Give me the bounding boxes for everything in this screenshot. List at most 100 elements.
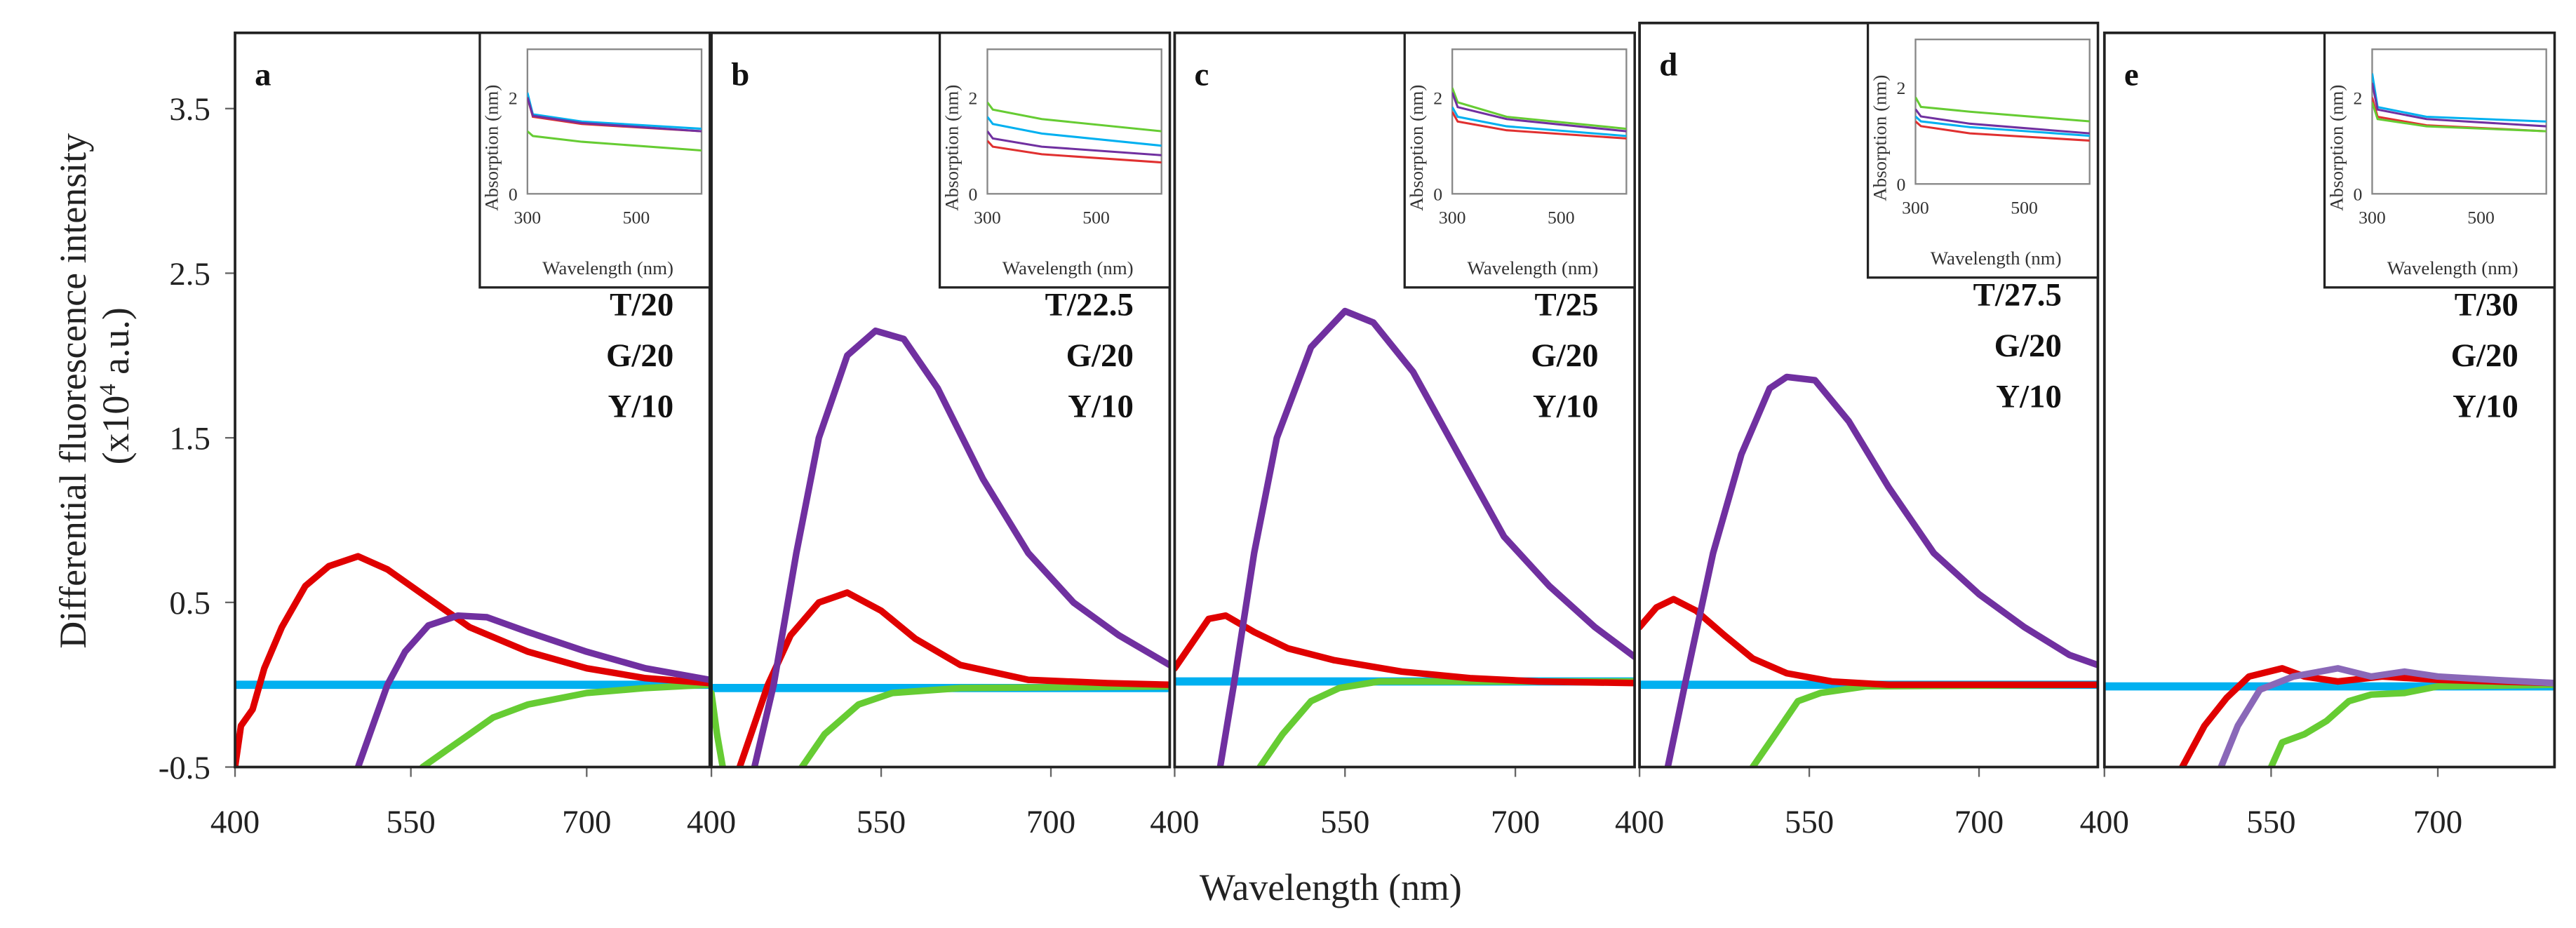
- x-tick-label: 700: [1491, 804, 1540, 840]
- inset-b: 300 500 0 2 Wavelength (nm) Absorption (nm): [938, 32, 1172, 289]
- inset-x-tick-label: 300: [974, 207, 1001, 227]
- x-axis-title: Wavelength (nm): [1200, 866, 1462, 908]
- series-group: [711, 327, 1170, 767]
- series-line-purple: [751, 327, 1170, 767]
- condition-label: Y/10: [2453, 389, 2518, 425]
- y-axis-ticks: 3.5 2.5 1.5 0.5 -0.5: [159, 91, 210, 786]
- x-tick-label: 550: [857, 804, 906, 840]
- inset-line-cyan: [987, 116, 1162, 147]
- inset-x-tick-label: 300: [1902, 197, 1929, 217]
- series-group: [1174, 307, 1635, 767]
- series-line-green: [419, 681, 710, 767]
- y-tick-label: 2.5: [169, 256, 210, 292]
- inset-y-title: Absorption (nm): [1406, 85, 1427, 211]
- inset-line-cyan: [2372, 73, 2547, 123]
- y-axis-unit-end: a.u.): [95, 307, 137, 384]
- x-tick-label: 400: [687, 804, 736, 840]
- x-tick-label: 400: [1150, 804, 1199, 840]
- condition-label: G/20: [2451, 337, 2518, 374]
- inset-y-tick-label: 2: [1897, 78, 1906, 98]
- x-tick-label: 400: [2080, 804, 2129, 840]
- inset-y-tick-label: 2: [969, 88, 978, 108]
- condition-label: Y/10: [608, 389, 674, 425]
- y-axis-title: Differential fluorescence intensity: [52, 133, 94, 649]
- inset-y-tick-label: 2: [509, 88, 518, 108]
- panel-label: e: [2124, 57, 2139, 93]
- inset-x-tick-label: 300: [514, 207, 542, 227]
- panel-frame: [234, 31, 711, 769]
- x-tick-label: 550: [2246, 804, 2295, 840]
- series-group: [235, 553, 710, 767]
- inset-line-purple: [1452, 92, 1627, 133]
- x-tick-label: 400: [1615, 804, 1664, 840]
- series-line-red: [235, 553, 710, 767]
- condition-label: G/20: [1994, 328, 2062, 364]
- y-axis-unit-sup: 4: [95, 384, 121, 395]
- condition-label: G/20: [1531, 337, 1598, 374]
- x-tick-label: 700: [1026, 804, 1075, 840]
- y-tick-label: 3.5: [169, 91, 210, 128]
- panel-b: 400 550 700 b T/22.5 G/20 Y/10 300 500 0 2 Waveleng…: [687, 31, 1172, 840]
- inset-y-tick-label: 2: [1433, 88, 1442, 108]
- inset-y-tick-label: 2: [2354, 88, 2363, 108]
- y-tick-label: 0.5: [169, 585, 210, 621]
- y-axis-unit: (x104 a.u.): [95, 307, 137, 464]
- y-tick-label: 1.5: [169, 421, 210, 457]
- inset-series-group: [1915, 96, 2090, 142]
- inset-x-tick-label: 300: [2359, 207, 2386, 227]
- inset-line-purple: [527, 97, 702, 133]
- panel-label: b: [731, 57, 749, 93]
- series-line-purple: [354, 612, 710, 767]
- series-line-red: [736, 589, 1170, 767]
- condition-label: Y/10: [1996, 379, 2062, 415]
- inset-a: 300 500 0 2 Wavelength (nm) Absorption (nm): [478, 32, 711, 289]
- inset-series-group: [527, 92, 702, 152]
- inset-series-group: [2372, 73, 2547, 133]
- inset-y-tick-label: 0: [1433, 184, 1442, 205]
- inset-line-green: [1452, 87, 1627, 130]
- inset-series-group: [987, 101, 1162, 164]
- x-tick-label: 700: [1954, 804, 2004, 840]
- condition-label: T/22.5: [1045, 287, 1134, 323]
- inset-line-red: [1452, 111, 1627, 140]
- series-line-green: [2267, 681, 2555, 767]
- inset-line-green: [527, 130, 702, 152]
- condition-label: G/20: [1066, 337, 1134, 374]
- inset-frame: [478, 32, 711, 289]
- inset-x-title: Wavelength (nm): [1002, 257, 1134, 278]
- inset-line-purple: [1915, 108, 2090, 135]
- inset-x-tick-label: 500: [2011, 197, 2038, 217]
- series-line-red: [1174, 612, 1635, 687]
- x-tick-label: 700: [2413, 804, 2462, 840]
- inset-axes: [986, 48, 1162, 195]
- inset-line-cyan: [1915, 115, 2090, 137]
- series-line-red: [1639, 596, 2098, 688]
- inset-axes: [1914, 39, 2091, 185]
- panel-e: 400 550 700 e T/30 G/20 Y/10 300 500 0 2 Wavelength…: [2080, 31, 2556, 840]
- inset-x-title: Wavelength (nm): [2387, 257, 2518, 278]
- inset-y-tick-label: 0: [509, 184, 518, 205]
- inset-y-tick-label: 0: [2354, 184, 2363, 205]
- inset-line-green: [1915, 96, 2090, 123]
- panels: 400 550 700 a T/20 G/20 Y/10 300 500 0 2 Wavelength…: [210, 21, 2556, 840]
- inset-line-red: [1915, 120, 2090, 142]
- series-group: [2104, 665, 2555, 767]
- inset-line-red: [987, 140, 1162, 164]
- panel-d: 400 550 700 d T/27.5 G/20 Y/10 300 500 0 2 Waveleng…: [1615, 21, 2100, 840]
- series-line-purple: [1216, 307, 1635, 767]
- panel-label: a: [255, 57, 271, 93]
- condition-label: T/20: [610, 287, 673, 323]
- inset-axes: [1451, 48, 1628, 195]
- series-line-green: [711, 682, 1170, 767]
- inset-e: 300 500 0 2 Wavelength (nm) Absorption (nm): [2323, 32, 2556, 289]
- inset-line-green: [987, 101, 1162, 133]
- series-line-green: [1256, 678, 1635, 767]
- inset-x-title: Wavelength (nm): [1467, 257, 1598, 278]
- x-tick-label: 550: [1785, 804, 1834, 840]
- inset-line-purple: [987, 130, 1162, 156]
- condition-label: T/27.5: [1973, 277, 2062, 314]
- inset-c: 300 500 0 2 Wavelength (nm) Absorption (nm): [1403, 32, 1636, 289]
- x-tick-label: 700: [562, 804, 611, 840]
- series-line-purple: [1664, 373, 2098, 767]
